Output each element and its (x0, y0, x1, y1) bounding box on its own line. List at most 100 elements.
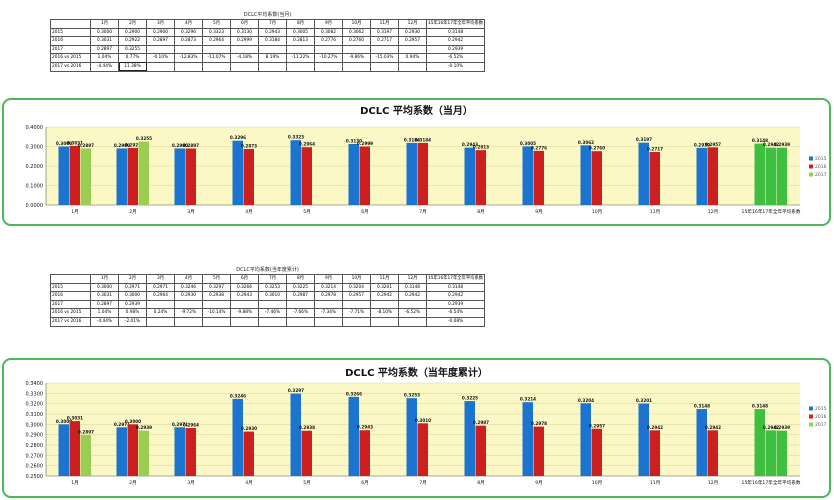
table-cell[interactable]: 0.98% (118, 308, 147, 318)
table-cell[interactable]: 0.3253 (258, 282, 287, 293)
table-cell[interactable]: 0.2717 (370, 36, 399, 46)
table-cell[interactable]: 0.2930 (174, 291, 203, 301)
table-cell[interactable]: 0.94% (398, 53, 427, 63)
table-cell[interactable] (230, 61, 259, 72)
table-cell[interactable]: 11.38% (118, 61, 147, 72)
table-cell[interactable]: -4.44% (90, 61, 119, 72)
table-cell[interactable]: 0.2971 (118, 282, 147, 293)
table-cell[interactable]: 0.3323 (202, 27, 231, 38)
table-cell[interactable]: -11.22% (286, 53, 315, 63)
table-cell[interactable] (258, 299, 287, 310)
table-cell[interactable]: -0.10% (425, 61, 486, 72)
table-cell[interactable] (314, 299, 343, 310)
table-cell[interactable]: -10.27% (314, 53, 343, 63)
table-cell[interactable]: 0.3214 (314, 282, 343, 293)
table-cell[interactable]: 0.3201 (370, 282, 399, 293)
table-cell[interactable]: 0.2813 (286, 36, 315, 46)
table-cell[interactable] (398, 316, 427, 327)
table-cell[interactable]: 0.3297 (202, 282, 231, 293)
table-cell[interactable]: 0.3005 (286, 27, 315, 38)
table-cell[interactable]: 0.3204 (342, 282, 371, 293)
table-cell[interactable] (202, 44, 231, 55)
table-cell[interactable]: 1.04% (90, 53, 119, 63)
table-cell[interactable]: 0.2987 (286, 291, 315, 301)
table-cell[interactable]: -9.72% (174, 308, 203, 318)
table-cell[interactable]: 0.2939 (425, 299, 486, 310)
table-cell[interactable]: 0.3255 (118, 44, 147, 55)
table-row-label[interactable]: 2016 vs 2015 (50, 53, 91, 63)
table-cell[interactable]: 0.3130 (230, 27, 259, 38)
table-cell[interactable] (370, 316, 399, 327)
table-cell[interactable]: 1.04% (90, 308, 119, 318)
table-cell[interactable] (370, 299, 399, 310)
table-cell[interactable]: -7.71% (342, 308, 371, 318)
table-cell[interactable]: 0.2897 (90, 44, 119, 55)
table-cell[interactable] (286, 299, 315, 310)
table-cell[interactable]: 0.2943 (258, 27, 287, 38)
table-row-label[interactable]: 2015 (50, 282, 91, 293)
table-cell[interactable]: 0.2957 (342, 291, 371, 301)
table-cell[interactable] (230, 299, 259, 310)
table-cell[interactable]: 0.3010 (258, 291, 287, 301)
table-cell[interactable]: -15.03% (370, 53, 399, 63)
table-cell[interactable]: -7.46% (258, 308, 287, 318)
table-cell[interactable]: -7.34% (314, 308, 343, 318)
table-cell[interactable]: 0.2897 (146, 36, 175, 46)
table-cell[interactable]: 0.3197 (370, 27, 399, 38)
table-cell[interactable] (314, 44, 343, 55)
table-row-label[interactable]: 2015 (50, 27, 91, 38)
table-cell[interactable]: 0.2999 (230, 36, 259, 46)
table-cell[interactable]: 0.2971 (146, 282, 175, 293)
table-cell[interactable] (146, 44, 175, 55)
table-cell[interactable]: 0.2776 (314, 36, 343, 46)
table-cell[interactable]: 0.3148 (425, 282, 486, 293)
table-cell[interactable] (342, 316, 371, 327)
table-cell[interactable]: 0.2942 (425, 36, 486, 46)
table-cell[interactable] (258, 61, 287, 72)
table-cell[interactable] (370, 61, 399, 72)
table-cell[interactable] (146, 299, 175, 310)
table-cell[interactable]: 0.3148 (398, 282, 427, 293)
table-cell[interactable] (286, 316, 315, 327)
table-cell[interactable]: -7.66% (286, 308, 315, 318)
table-cell[interactable] (174, 44, 203, 55)
table-cell[interactable] (286, 61, 315, 72)
table-row-label[interactable]: 2017 vs 2016 (50, 316, 91, 327)
table-cell[interactable] (146, 61, 175, 72)
table-cell[interactable]: 0.2964 (202, 36, 231, 46)
table-cell[interactable] (230, 44, 259, 55)
table-cell[interactable]: -11.07% (202, 53, 231, 63)
table-cell[interactable]: 0.2938 (202, 291, 231, 301)
table-cell[interactable]: 0.2873 (174, 36, 203, 46)
table-cell[interactable]: 0.2922 (118, 36, 147, 46)
table-cell[interactable] (398, 299, 427, 310)
table-cell[interactable]: 0.3266 (230, 282, 259, 293)
table-cell[interactable]: -8.10% (370, 308, 399, 318)
table-cell[interactable]: 0.3148 (425, 27, 486, 38)
table-cell[interactable]: -6.54% (425, 308, 486, 318)
table-cell[interactable]: 0.2897 (90, 299, 119, 310)
table-cell[interactable]: 0.2943 (230, 291, 259, 301)
table-row-label[interactable]: 2016 (50, 36, 91, 46)
table-cell[interactable] (286, 44, 315, 55)
table-cell[interactable]: 0.2930 (398, 27, 427, 38)
table-cell[interactable]: 0.2900 (118, 27, 147, 38)
table-cell[interactable]: 0.3031 (90, 291, 119, 301)
table-cell[interactable]: 0.3225 (286, 282, 315, 293)
table-cell[interactable] (258, 44, 287, 55)
table-cell[interactable] (314, 316, 343, 327)
table-cell[interactable] (398, 44, 427, 55)
table-cell[interactable] (202, 316, 231, 327)
table-cell[interactable]: 0.2964 (146, 291, 175, 301)
table-cell[interactable]: -6.52% (425, 53, 486, 63)
table-cell[interactable] (174, 61, 203, 72)
table-row-label[interactable]: 2017 vs 2016 (50, 61, 91, 72)
table-row-label[interactable]: 2016 (50, 291, 91, 301)
table-cell[interactable] (230, 316, 259, 327)
table-cell[interactable] (258, 316, 287, 327)
table-cell[interactable]: 0.3296 (174, 27, 203, 38)
table-cell[interactable]: 0.2942 (398, 291, 427, 301)
table-cell[interactable]: -10.14% (202, 308, 231, 318)
table-cell[interactable]: -12.83% (174, 53, 203, 63)
table-cell[interactable]: 8.19% (258, 53, 287, 63)
